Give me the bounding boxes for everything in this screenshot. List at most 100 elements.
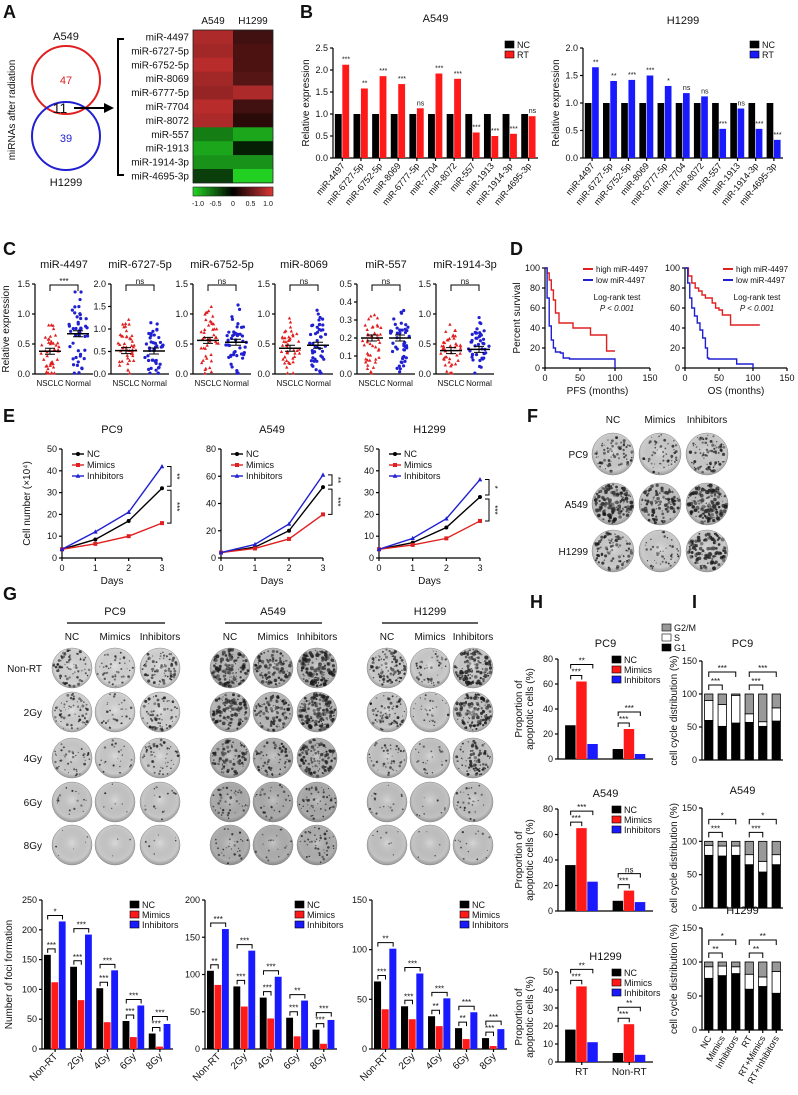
colorbar-segment: [227, 187, 230, 196]
panel-label: I: [692, 592, 697, 612]
data-point-normal: [235, 354, 239, 358]
data-point-nsclc: [127, 371, 132, 375]
column-label: Mimics: [644, 415, 675, 426]
colorbar-segment: [213, 187, 216, 196]
data-point-normal: [153, 341, 158, 345]
legend-swatch: [611, 665, 622, 674]
bar-nc: [621, 103, 628, 158]
data-point-normal: [225, 333, 229, 338]
data-point-normal: [478, 339, 483, 343]
data-point-normal: [403, 327, 407, 331]
data-point-normal: [229, 362, 233, 366]
legend-label: NC: [624, 655, 637, 665]
marker-mimics: [76, 463, 80, 467]
chart-title: H1299: [589, 951, 621, 963]
plate-rim: [51, 781, 93, 823]
plate-rim: [452, 647, 494, 689]
y-tick-label: 60: [543, 830, 553, 840]
data-point-normal: [402, 348, 406, 352]
data-point-normal: [161, 343, 165, 347]
data-point-normal: [85, 334, 90, 338]
data-point-nsclc: [121, 322, 125, 326]
chart-title: PC9: [101, 424, 122, 436]
bar-inhibitors: [634, 902, 646, 911]
data-point-normal: [230, 365, 234, 369]
bar-inhibitors: [163, 1023, 171, 1049]
significance-label: ns: [136, 277, 144, 286]
y-tick-label: 50: [190, 1007, 200, 1017]
data-point-nsclc: [53, 333, 58, 337]
legend-swatch: [611, 655, 622, 664]
data-point-normal: [230, 315, 234, 319]
legend-label: Inhibitors: [624, 675, 661, 685]
y-axis-label: Relative expression: [1, 285, 12, 372]
y-tick-label: 60: [530, 303, 540, 313]
data-point-nsclc: [43, 335, 48, 339]
plate-rim: [252, 691, 294, 733]
data-point-nsclc: [209, 304, 213, 309]
marker-nc: [478, 494, 482, 499]
data-point-normal: [477, 315, 481, 320]
marker-mimics: [444, 536, 449, 541]
y-tick-label: 40: [364, 466, 374, 476]
plate-rim: [296, 737, 338, 779]
x-tick-label: NSCLC: [358, 379, 385, 388]
y-tick-label: 1.5: [315, 87, 328, 97]
data-point-normal: [323, 332, 328, 336]
y-tick-label: 1.0: [257, 309, 270, 319]
data-point-normal: [233, 349, 237, 354]
legend-label: Inhibitors: [87, 471, 124, 481]
y-tick-label: 40: [543, 985, 553, 995]
significance-label: ***: [628, 72, 636, 79]
y-tick-label: 10: [47, 531, 57, 541]
data-point-normal: [73, 305, 77, 309]
y-tick-label: 40: [670, 323, 680, 333]
data-point-normal: [71, 357, 75, 361]
plate-rim: [452, 737, 494, 779]
significance-bracket: [485, 498, 490, 522]
data-point-nsclc: [206, 323, 211, 327]
data-point-normal: [481, 337, 486, 341]
colorbar-segment: [251, 187, 254, 196]
bar-inhibitors: [416, 973, 424, 1049]
chart-title: A549: [259, 424, 285, 436]
data-point-nsclc: [199, 330, 203, 334]
data-point-normal: [74, 355, 78, 360]
significance-label: ***: [577, 803, 586, 812]
plate-rim: [452, 691, 494, 733]
plate-rim: [209, 824, 251, 866]
y-tick-label: 0: [32, 1044, 37, 1054]
x-tick-label: NSCLC: [276, 379, 303, 388]
legend-swatch: [749, 50, 760, 59]
data-point-nsclc: [279, 349, 284, 354]
data-point-normal: [146, 354, 150, 358]
significance-label: ns: [461, 277, 469, 286]
bar-mimics: [623, 890, 635, 911]
data-point-nsclc: [453, 328, 458, 332]
significance-label: ***: [398, 76, 406, 83]
data-point-nsclc: [40, 343, 44, 347]
plate-rim: [209, 781, 251, 823]
y-tick-label: 60: [543, 679, 553, 689]
colorbar-segment: [223, 187, 226, 196]
bar-mimics: [381, 1009, 389, 1049]
row-label: PC9: [569, 450, 589, 461]
data-point-normal: [239, 352, 244, 356]
data-point-normal: [71, 363, 76, 367]
data-point-nsclc: [283, 355, 287, 359]
data-point-nsclc: [362, 343, 366, 347]
data-point-nsclc: [51, 365, 56, 369]
column-label: Inhibitors: [687, 415, 728, 426]
plate-rim: [139, 737, 181, 779]
data-point-normal: [149, 340, 153, 344]
significance-label: ***: [755, 121, 763, 128]
bar-segment-s: [717, 704, 727, 727]
panel-label: D: [510, 239, 523, 259]
row-label: 2Gy: [24, 708, 42, 719]
